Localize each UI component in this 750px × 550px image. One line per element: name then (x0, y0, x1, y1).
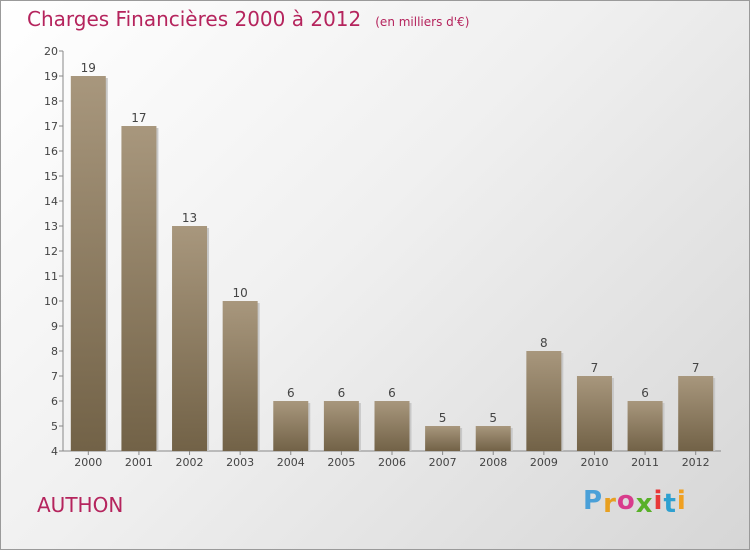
x-tick-label: 2002 (176, 456, 204, 469)
y-tick-label: 14 (44, 195, 58, 208)
bar-value-label: 19 (81, 61, 96, 75)
place-name: AUTHON (37, 493, 124, 517)
x-tick-label: 2001 (125, 456, 153, 469)
x-tick-label: 2012 (682, 456, 710, 469)
bar-2012 (678, 376, 714, 451)
y-tick-label: 20 (44, 45, 58, 58)
bar-value-label: 5 (489, 411, 497, 425)
y-tick-label: 12 (44, 245, 58, 258)
y-tick-label: 15 (44, 170, 58, 183)
x-tick-label: 2011 (631, 456, 659, 469)
bar-value-label: 6 (287, 386, 295, 400)
bar-2006 (374, 401, 410, 451)
y-tick-label: 5 (51, 420, 58, 433)
bar-value-label: 10 (233, 286, 248, 300)
y-tick-label: 10 (44, 295, 58, 308)
bar-value-label: 17 (131, 111, 146, 125)
logo-letter: i (653, 486, 664, 516)
y-tick-label: 19 (44, 70, 58, 83)
y-tick-label: 8 (51, 345, 58, 358)
bar-value-label: 6 (338, 386, 346, 400)
proxiti-logo[interactable]: Proxiti (583, 486, 687, 519)
logo-letter: r (603, 489, 617, 519)
logo-letter: x (635, 489, 654, 519)
logo-letter: P (583, 486, 604, 516)
bar-value-label: 8 (540, 336, 548, 350)
x-tick-label: 2004 (277, 456, 305, 469)
bar-value-label: 13 (182, 211, 197, 225)
bar-2004 (273, 401, 309, 451)
y-tick-label: 9 (51, 320, 58, 333)
bar-value-label: 5 (439, 411, 447, 425)
bars (70, 76, 716, 451)
y-tick-label: 11 (44, 270, 58, 283)
bar-2010 (576, 376, 612, 451)
x-tick-label: 2006 (378, 456, 406, 469)
x-tick-label: 2007 (429, 456, 457, 469)
y-tick-label: 13 (44, 220, 58, 233)
bar-2003 (222, 301, 258, 451)
x-tick-label: 2010 (580, 456, 608, 469)
y-tick-label: 4 (51, 445, 58, 458)
x-tick-label: 2000 (74, 456, 102, 469)
logo-letter: i (676, 486, 687, 516)
x-tick-label: 2003 (226, 456, 254, 469)
bar-value-label: 7 (692, 361, 700, 375)
y-tick-label: 16 (44, 145, 58, 158)
bar-2008 (475, 426, 511, 451)
y-tick-label: 18 (44, 95, 58, 108)
logo-letter: t (663, 489, 677, 519)
y-tick-label: 6 (51, 395, 58, 408)
bar-2002 (172, 226, 208, 451)
bar-2011 (627, 401, 663, 451)
bar-2001 (121, 126, 157, 451)
bar-2005 (323, 401, 359, 451)
bar-value-label: 6 (641, 386, 649, 400)
labels: 19 2000 17 2001 13 2002 10 2003 6 2004 6 2005 6 2006 5… (74, 61, 709, 469)
unit-note: (en milliers d'€) (375, 15, 470, 29)
x-tick-label: 2008 (479, 456, 507, 469)
bar-2007 (425, 426, 461, 451)
y-tick-label: 17 (44, 120, 58, 133)
bar-value-label: 7 (591, 361, 599, 375)
bar-2009 (526, 351, 562, 451)
x-tick-label: 2009 (530, 456, 558, 469)
title-text: Charges Financières 2000 à 2012 (27, 7, 362, 31)
chart-title: Charges Financières 2000 à 2012 (en milli… (27, 7, 469, 31)
bar-2000 (70, 76, 106, 451)
x-tick-label: 2005 (327, 456, 355, 469)
y-tick-label: 7 (51, 370, 58, 383)
bar-value-label: 6 (388, 386, 396, 400)
logo-letter: o (616, 486, 636, 516)
